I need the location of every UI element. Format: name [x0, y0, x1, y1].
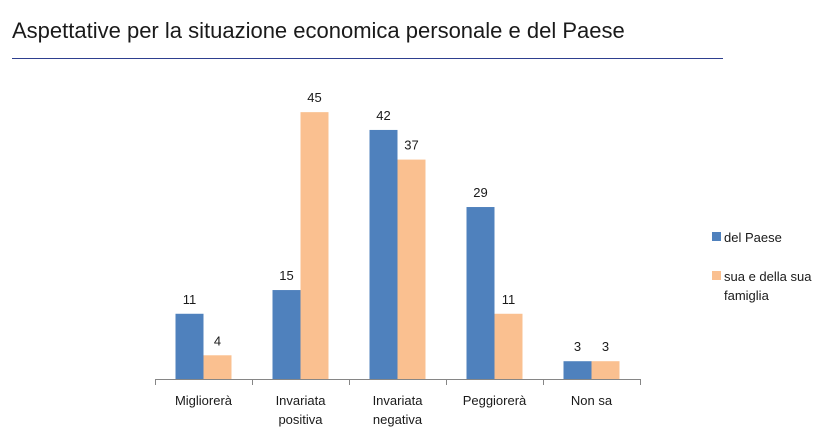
data-label: 29: [473, 185, 487, 200]
data-label: 15: [279, 268, 293, 283]
data-label: 3: [574, 339, 581, 354]
legend-swatch-del-paese: [712, 232, 721, 241]
data-label: 3: [602, 339, 609, 354]
title-underline: [12, 58, 723, 59]
x-tick-label: Non sa: [571, 393, 613, 408]
bar-famiglia: [591, 361, 620, 379]
data-label: 37: [404, 138, 418, 153]
bar-del-paese: [563, 361, 592, 379]
data-label: 45: [307, 90, 321, 105]
data-label: 11: [183, 292, 197, 307]
chart-title: Aspettative per la situazione economica …: [12, 18, 625, 43]
data-label: 4: [214, 333, 221, 348]
bar-del-paese: [369, 129, 398, 379]
x-tick-label: positiva: [278, 412, 323, 427]
data-label: 42: [376, 108, 390, 123]
x-tick-label: Migliorerà: [175, 393, 233, 408]
legend-label-famiglia: sua e della sua famiglia: [724, 269, 812, 303]
legend-swatch-famiglia: [712, 271, 721, 280]
bar-famiglia: [397, 159, 426, 379]
data-label: 11: [502, 292, 516, 307]
bar-del-paese: [466, 207, 495, 379]
legend-item-famiglia: sua e della sua famiglia: [712, 267, 819, 305]
x-tick-label: Invariata: [276, 393, 327, 408]
legend: del Paese sua e della sua famiglia: [712, 228, 819, 325]
bar-famiglia: [494, 313, 523, 379]
x-tick-label: negativa: [373, 412, 423, 427]
legend-item-del-paese: del Paese: [712, 228, 819, 247]
x-tick-label: Peggiorerà: [463, 393, 527, 408]
legend-label-del-paese: del Paese: [724, 230, 782, 245]
bar-del-paese: [175, 313, 204, 379]
x-tick-label: Invariata: [373, 393, 424, 408]
bar-famiglia: [300, 112, 329, 380]
bar-del-paese: [272, 290, 301, 379]
bar-famiglia: [203, 355, 232, 379]
